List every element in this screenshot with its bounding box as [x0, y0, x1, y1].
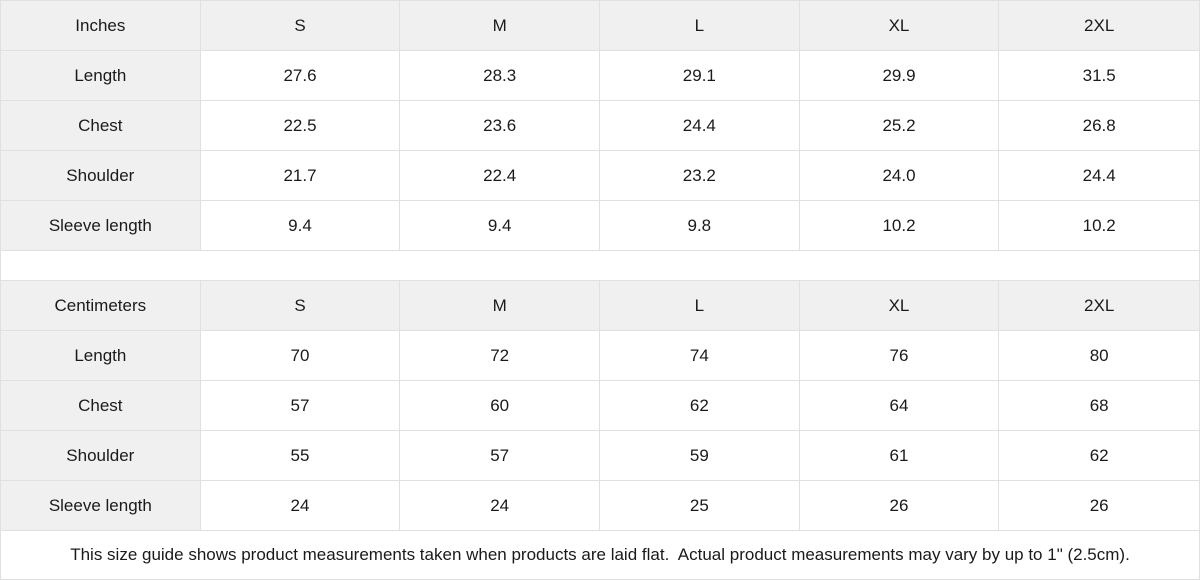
value-cell: 24.4: [999, 151, 1199, 201]
row-label-cell: Sleeve length: [1, 481, 201, 531]
size-header-cell-xl: XL: [799, 281, 1000, 331]
value-cell: 72: [400, 331, 600, 381]
table-row-length: Length 27.6 28.3 29.1 29.9 31.5: [1, 51, 1199, 101]
value-cell: 25.2: [799, 101, 1000, 151]
value-cell: 31.5: [999, 51, 1199, 101]
value-cell: 80: [999, 331, 1199, 381]
value-cell: 64: [799, 381, 1000, 431]
size-header-cell-2xl: 2XL: [999, 281, 1199, 331]
value-cell: 26: [999, 481, 1199, 531]
value-cell: 55: [200, 431, 401, 481]
value-cell: 24: [400, 481, 600, 531]
value-cell: 29.9: [799, 51, 1000, 101]
table-row-chest: Chest 22.5 23.6 24.4 25.2 26.8: [1, 101, 1199, 151]
value-cell: 28.3: [400, 51, 600, 101]
value-cell: 76: [799, 331, 1000, 381]
value-cell: 9.8: [600, 201, 800, 251]
size-header-cell-s: S: [200, 281, 401, 331]
value-cell: 9.4: [200, 201, 401, 251]
centimeters-header-row: Centimeters S M L XL 2XL: [1, 281, 1199, 331]
value-cell: 24.0: [799, 151, 1000, 201]
size-header-cell-m: M: [400, 281, 600, 331]
value-cell: 59: [600, 431, 800, 481]
size-header-cell-xl: XL: [799, 1, 1000, 51]
value-cell: 70: [200, 331, 401, 381]
value-cell: 57: [200, 381, 401, 431]
value-cell: 62: [999, 431, 1199, 481]
value-cell: 25: [600, 481, 800, 531]
value-cell: 62: [600, 381, 800, 431]
value-cell: 24.4: [600, 101, 800, 151]
value-cell: 22.4: [400, 151, 600, 201]
footer-note: This size guide shows product measuremen…: [1, 531, 1199, 579]
value-cell: 68: [999, 381, 1199, 431]
inches-table: Inches S M L XL 2XL Length 27.6 28.3 29.…: [1, 1, 1199, 251]
value-cell: 9.4: [400, 201, 600, 251]
unit-header-cell: Inches: [1, 1, 201, 51]
table-row-shoulder: Shoulder 55 57 59 61 62: [1, 431, 1199, 481]
row-label-cell: Chest: [1, 381, 201, 431]
row-label-cell: Length: [1, 51, 201, 101]
value-cell: 21.7: [200, 151, 401, 201]
row-label-cell: Shoulder: [1, 151, 201, 201]
value-cell: 10.2: [799, 201, 1000, 251]
value-cell: 23.6: [400, 101, 600, 151]
value-cell: 61: [799, 431, 1000, 481]
size-header-cell-l: L: [600, 1, 800, 51]
row-label-cell: Chest: [1, 101, 201, 151]
value-cell: 29.1: [600, 51, 800, 101]
value-cell: 23.2: [600, 151, 800, 201]
unit-header-cell: Centimeters: [1, 281, 201, 331]
value-cell: 24: [200, 481, 401, 531]
row-label-cell: Shoulder: [1, 431, 201, 481]
table-spacer: [1, 251, 1199, 281]
value-cell: 57: [400, 431, 600, 481]
value-cell: 27.6: [200, 51, 401, 101]
size-header-cell-m: M: [400, 1, 600, 51]
value-cell: 26: [799, 481, 1000, 531]
table-row-sleeve-length: Sleeve length 24 24 25 26 26: [1, 481, 1199, 531]
value-cell: 26.8: [999, 101, 1199, 151]
inches-header-row: Inches S M L XL 2XL: [1, 1, 1199, 51]
value-cell: 60: [400, 381, 600, 431]
row-label-cell: Length: [1, 331, 201, 381]
table-row-sleeve-length: Sleeve length 9.4 9.4 9.8 10.2 10.2: [1, 201, 1199, 251]
table-row-chest: Chest 57 60 62 64 68: [1, 381, 1199, 431]
size-header-cell-l: L: [600, 281, 800, 331]
row-label-cell: Sleeve length: [1, 201, 201, 251]
size-header-cell-2xl: 2XL: [999, 1, 1199, 51]
centimeters-table: Centimeters S M L XL 2XL Length 70 72 74…: [1, 281, 1199, 531]
value-cell: 10.2: [999, 201, 1199, 251]
table-row-length: Length 70 72 74 76 80: [1, 331, 1199, 381]
value-cell: 22.5: [200, 101, 401, 151]
value-cell: 74: [600, 331, 800, 381]
table-row-shoulder: Shoulder 21.7 22.4 23.2 24.0 24.4: [1, 151, 1199, 201]
size-header-cell-s: S: [200, 1, 401, 51]
